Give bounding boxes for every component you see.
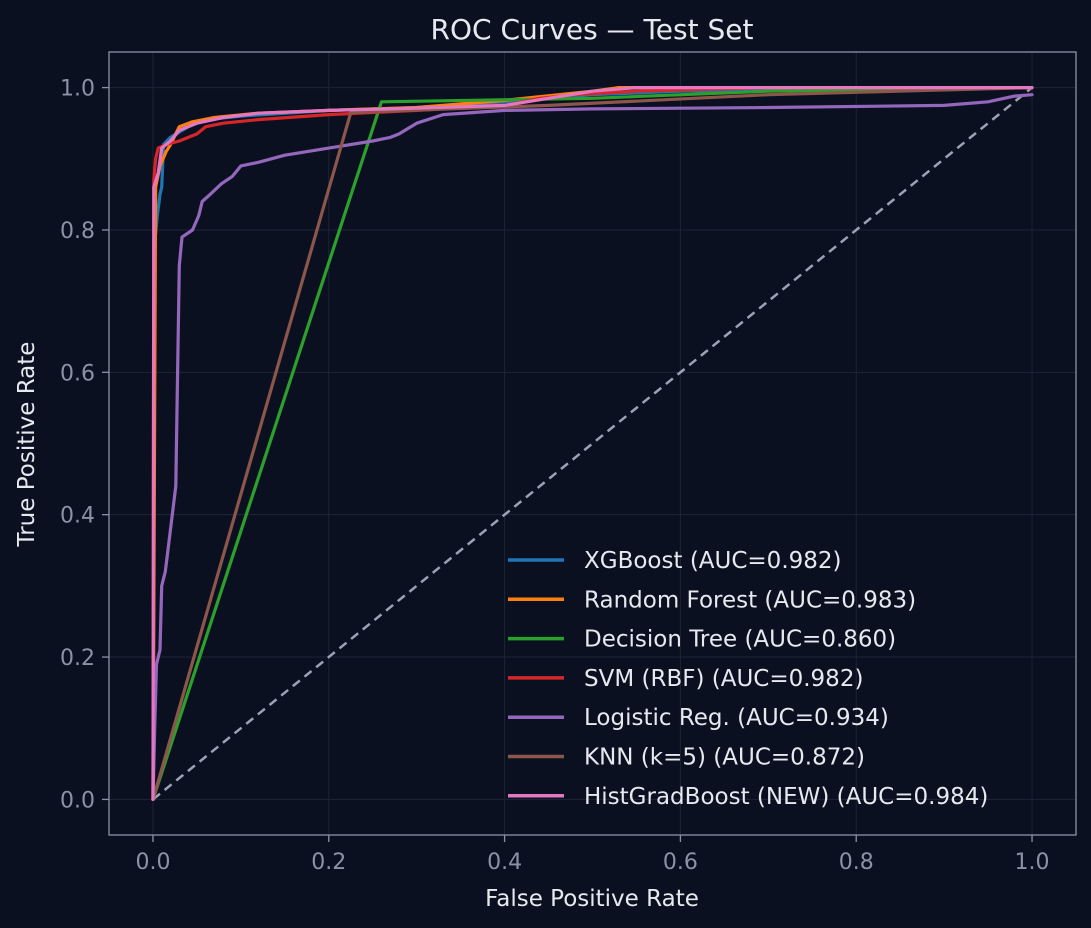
x-tick-label: 0.4 xyxy=(487,850,522,875)
legend-label: SVM (RBF) (AUC=0.982) xyxy=(584,666,863,692)
roc-curve-series-2 xyxy=(151,85,1034,802)
chance-diagonal-line xyxy=(152,86,1033,801)
roc-curve-series-3 xyxy=(151,85,1034,802)
legend-label: KNN (k=5) (AUC=0.872) xyxy=(584,745,865,771)
legend-item: XGBoost (AUC=0.982) xyxy=(508,548,842,574)
legend-label: XGBoost (AUC=0.982) xyxy=(584,548,842,574)
y-tick-label: 0.2 xyxy=(60,646,95,671)
x-axis-label: False Positive Rate xyxy=(485,886,699,912)
y-tick-label: 0.8 xyxy=(60,219,95,244)
legend-item: Random Forest (AUC=0.983) xyxy=(508,587,916,613)
roc-curve-series-1 xyxy=(151,85,1034,802)
series-layer xyxy=(151,85,1034,802)
plot-frame xyxy=(108,51,1077,836)
ticks: 0.0 0.2 0.4 0.6 0.8 1.0 0.0 0.2 0.4 0.6 0.8 1.0 xyxy=(60,77,1050,875)
x-tick-label: 1.0 xyxy=(1015,850,1050,875)
chance-diagonal xyxy=(152,86,1033,801)
grid xyxy=(109,52,1076,835)
roc-curve-series-5 xyxy=(151,85,1034,802)
legend-item: Decision Tree (AUC=0.860) xyxy=(508,627,896,653)
chart-title: ROC Curves — Test Set xyxy=(431,13,754,46)
x-tick-label: 0.0 xyxy=(135,850,170,875)
y-axis-label: True Positive Rate xyxy=(14,342,40,548)
x-tick-label: 0.8 xyxy=(839,850,874,875)
legend-label: Logistic Reg. (AUC=0.934) xyxy=(584,705,889,731)
legend: XGBoost (AUC=0.982) Random Forest (AUC=0.… xyxy=(508,548,988,810)
legend-item: SVM (RBF) (AUC=0.982) xyxy=(508,666,863,692)
x-tick-label: 0.6 xyxy=(663,850,698,875)
legend-label: Decision Tree (AUC=0.860) xyxy=(584,627,896,653)
legend-label: Random Forest (AUC=0.983) xyxy=(584,587,916,613)
y-tick-label: 0.6 xyxy=(60,361,95,386)
x-tick-label: 0.2 xyxy=(311,850,346,875)
legend-item: HistGradBoost (NEW) (AUC=0.984) xyxy=(508,784,988,810)
roc-curve-series-4 xyxy=(151,93,1034,802)
legend-item: KNN (k=5) (AUC=0.872) xyxy=(508,745,865,771)
y-tick-label: 0.0 xyxy=(60,788,95,813)
legend-label: HistGradBoost (NEW) (AUC=0.984) xyxy=(584,784,988,810)
legend-item: Logistic Reg. (AUC=0.934) xyxy=(508,705,889,731)
y-tick-label: 1.0 xyxy=(60,77,95,102)
y-tick-label: 0.4 xyxy=(60,504,95,529)
roc-curve-series-6 xyxy=(151,85,1034,802)
